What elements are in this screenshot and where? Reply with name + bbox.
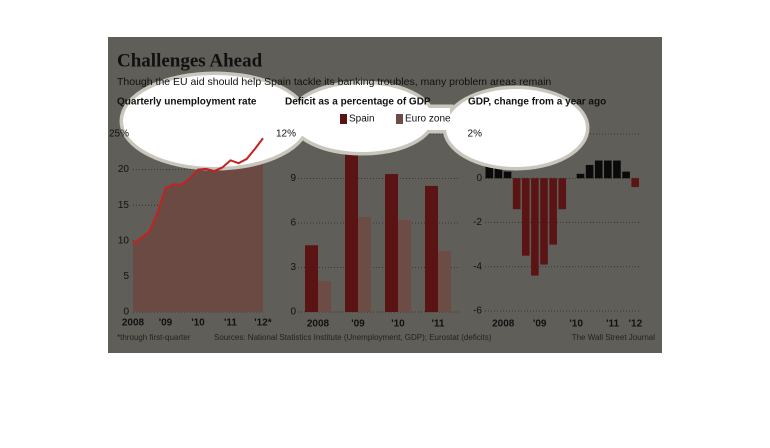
subtitle: Though the EU aid should help Spain tack… xyxy=(117,76,551,88)
y-tick-label: 20 xyxy=(118,164,130,175)
y-tick-label: 3 xyxy=(290,262,296,273)
bar xyxy=(576,173,585,179)
y-tick-label: -2 xyxy=(473,217,482,228)
x-tick-label: '12 xyxy=(629,319,643,330)
x-tick-label: '10 xyxy=(569,319,583,330)
legend-label: Euro zone xyxy=(405,114,451,125)
x-tick-label: '12* xyxy=(254,318,272,329)
bar xyxy=(613,160,621,179)
bar xyxy=(531,178,539,276)
line xyxy=(132,137,264,245)
y-tick-label: 0 xyxy=(476,173,482,184)
bar xyxy=(558,178,567,210)
bar xyxy=(385,174,398,312)
y-tick-label: -4 xyxy=(473,261,482,272)
y-tick-label: 5 xyxy=(123,271,129,282)
y-tick-label: 25% xyxy=(109,129,129,140)
bar xyxy=(549,178,557,245)
bar xyxy=(503,171,512,179)
y-tick-label: 10 xyxy=(118,235,130,246)
x-tick-label: 2008 xyxy=(122,318,145,329)
legend-label: Spain xyxy=(349,114,375,125)
y-tick-label: -6 xyxy=(473,306,482,317)
y-tick-label: 15 xyxy=(118,200,130,211)
x-tick-label: '09 xyxy=(351,319,365,330)
x-tick-label: '10 xyxy=(391,319,405,330)
footnote: *through first-quarter xyxy=(117,333,191,342)
marks-and-labels: Quarterly unemployment rate 0 5 10 15 20 25% 20… xyxy=(109,97,643,330)
overlay-blob xyxy=(119,71,590,171)
bar xyxy=(398,220,411,312)
bar xyxy=(622,171,630,179)
x-tick-label: '11 xyxy=(606,319,619,330)
y-tick-label: 6 xyxy=(290,218,296,229)
bar xyxy=(585,164,594,179)
bar xyxy=(521,178,530,256)
x-tick-label: '10 xyxy=(191,318,205,329)
source: Sources: National Statistics Institute (… xyxy=(214,333,492,342)
bar xyxy=(604,160,612,179)
bar xyxy=(318,280,331,312)
x-tick-label: 2008 xyxy=(307,319,330,330)
area xyxy=(133,138,263,312)
chart-title: GDP, change from a year ago xyxy=(468,97,606,108)
bar xyxy=(631,178,639,188)
bar xyxy=(540,178,548,265)
x-tick-label: '11 xyxy=(224,318,237,329)
y-tick-label: 0 xyxy=(123,307,129,318)
plots xyxy=(133,118,640,313)
chart-title: Quarterly unemployment rate xyxy=(117,97,257,108)
bar xyxy=(594,160,603,179)
bar xyxy=(358,217,371,312)
legend-swatch xyxy=(396,114,403,124)
x-tick-label: '09 xyxy=(159,318,173,329)
bar xyxy=(305,245,318,312)
y-tick-label: 0 xyxy=(290,307,296,318)
bar xyxy=(425,185,438,312)
x-tick-label: '11 xyxy=(432,319,445,330)
bar xyxy=(512,178,521,210)
bar xyxy=(345,145,358,312)
y-tick-label: 12% xyxy=(276,129,296,140)
bar xyxy=(438,251,451,312)
y-tick-label: 9 xyxy=(290,173,296,184)
x-tick-label: '09 xyxy=(533,319,547,330)
credit: The Wall Street Journal xyxy=(572,333,656,342)
y-tick-label: 2% xyxy=(468,129,483,140)
legend-swatch xyxy=(340,114,347,124)
title: Challenges Ahead xyxy=(117,50,263,71)
x-tick-label: 2008 xyxy=(492,319,515,330)
chart-title: Deficit as a percentage of GDP xyxy=(285,97,431,108)
